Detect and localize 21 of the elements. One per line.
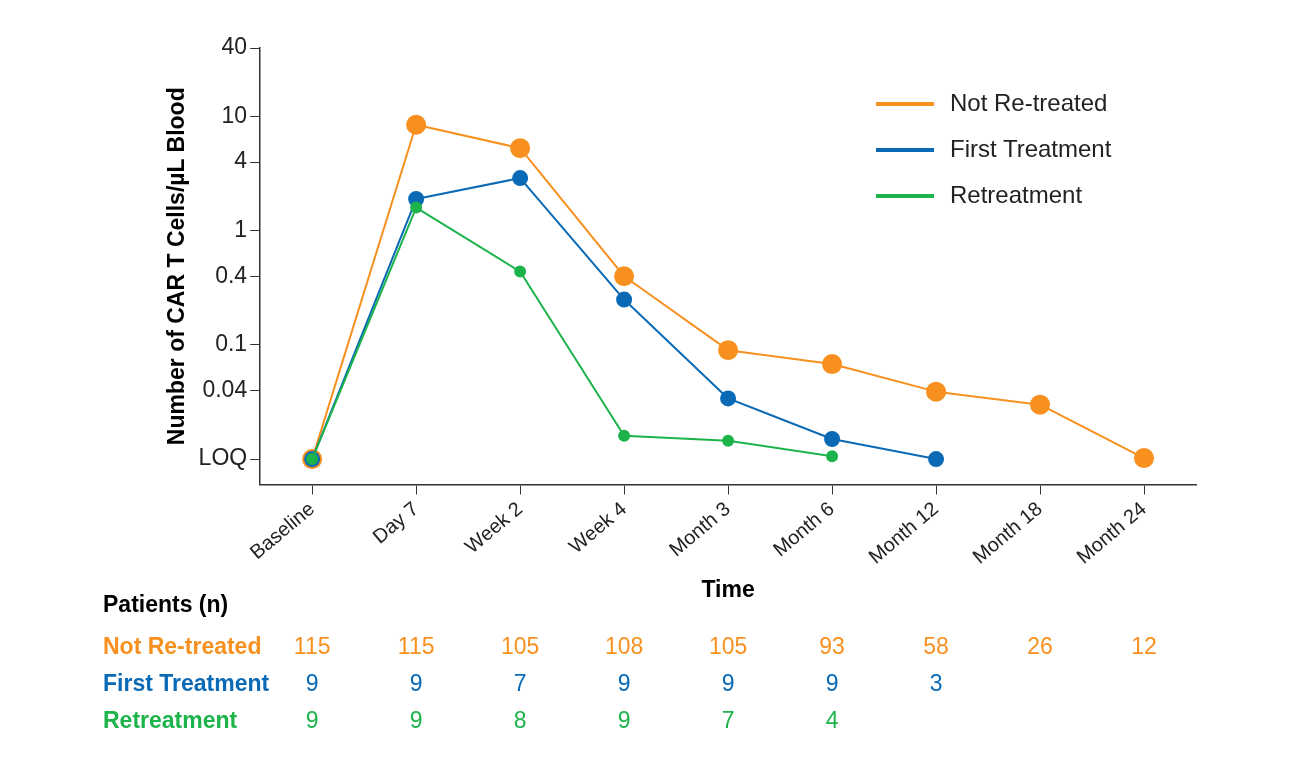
y-tick-label: LOQ: [198, 444, 248, 471]
y-tick-label: 0.4: [215, 261, 248, 288]
y-tick-label: 40: [221, 33, 248, 60]
y-tick-label: 0.1: [215, 330, 248, 357]
legend-label: Not Re-treated: [950, 88, 1108, 116]
text: Not Re-treated: [103, 633, 262, 660]
y-tick-label: 0.04: [202, 375, 248, 402]
legend-label: Retreatment: [950, 180, 1083, 208]
text: 9 9 7 9 9 9 3: [305, 670, 943, 697]
x-tick-label: Day 7: [368, 497, 423, 548]
legend-label: First Treatment: [950, 134, 1112, 162]
y-tick-label: 10: [221, 102, 248, 129]
x-axis-title: Time: [701, 575, 755, 602]
y-tick-label: 1: [234, 216, 248, 243]
text: 115 115 105 108 105 93 58 26 12: [293, 633, 1157, 660]
text: First Treatment: [103, 670, 270, 697]
text: Retreatment: [103, 707, 238, 734]
y-tick-label: 4: [234, 147, 248, 174]
text: 9 9 8 9 7 4: [305, 707, 839, 734]
y-axis-title: Number of CAR T Cells/µL Blood: [163, 87, 190, 446]
text: Patients (n): [103, 591, 229, 618]
